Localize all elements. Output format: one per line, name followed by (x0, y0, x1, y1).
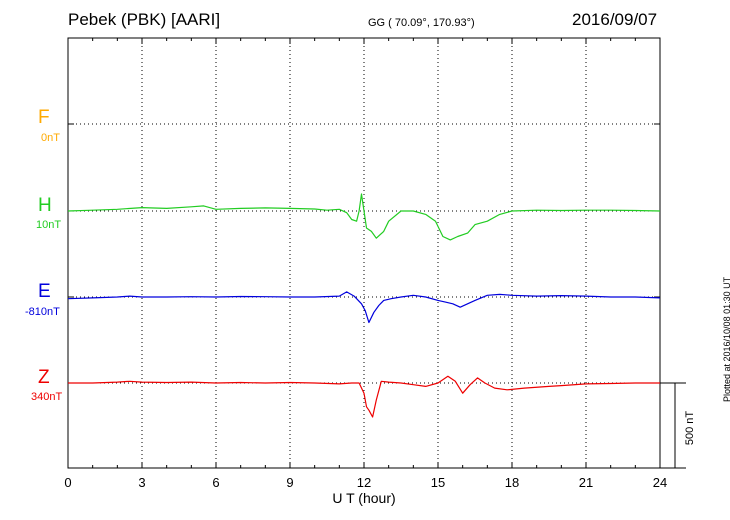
x-tick-label: 6 (212, 475, 219, 490)
x-tick-label: 9 (286, 475, 293, 490)
x-axis-label: U T (hour) (332, 490, 395, 506)
series-line-z (68, 375, 660, 418)
channel-label-z: Z (38, 367, 50, 388)
x-tick-label: 21 (579, 475, 593, 490)
x-tick-label: 0 (64, 475, 71, 490)
series-line-h (67, 193, 661, 241)
channel-offset-f: 0nT (41, 132, 60, 144)
grid-lines (68, 38, 660, 468)
date-label: 2016/09/07 (572, 10, 658, 29)
x-tick-label: 12 (357, 475, 371, 490)
x-tick-labels: 0 3 6 9 12 15 18 21 24 (64, 475, 667, 490)
channel-offset-z: 340nT (31, 391, 63, 403)
station-title: Pebek (PBK) [AARI] (68, 10, 221, 29)
x-tick-label: 3 (138, 475, 145, 490)
geographic-coordinates: GG ( 70.09°, 170.93°) (368, 17, 475, 29)
x-tick-label: 24 (653, 475, 667, 490)
plotted-timestamp-note: Plotted at 2016/10/08 01:30 UT (722, 276, 730, 402)
series-line-e (67, 291, 661, 324)
x-tick-label: 15 (431, 475, 445, 490)
data-series (67, 193, 661, 418)
channel-label-f: F (38, 107, 50, 128)
scale-bar-label: 500 nT (684, 411, 696, 446)
channel-offset-e: -810nT (25, 306, 60, 318)
scale-bar: 500 nT (660, 382, 696, 469)
channel-offset-h: 10nT (36, 219, 62, 231)
channel-label-h: H (38, 195, 52, 216)
channel-label-e: E (38, 281, 51, 302)
x-tick-label: 18 (505, 475, 519, 490)
